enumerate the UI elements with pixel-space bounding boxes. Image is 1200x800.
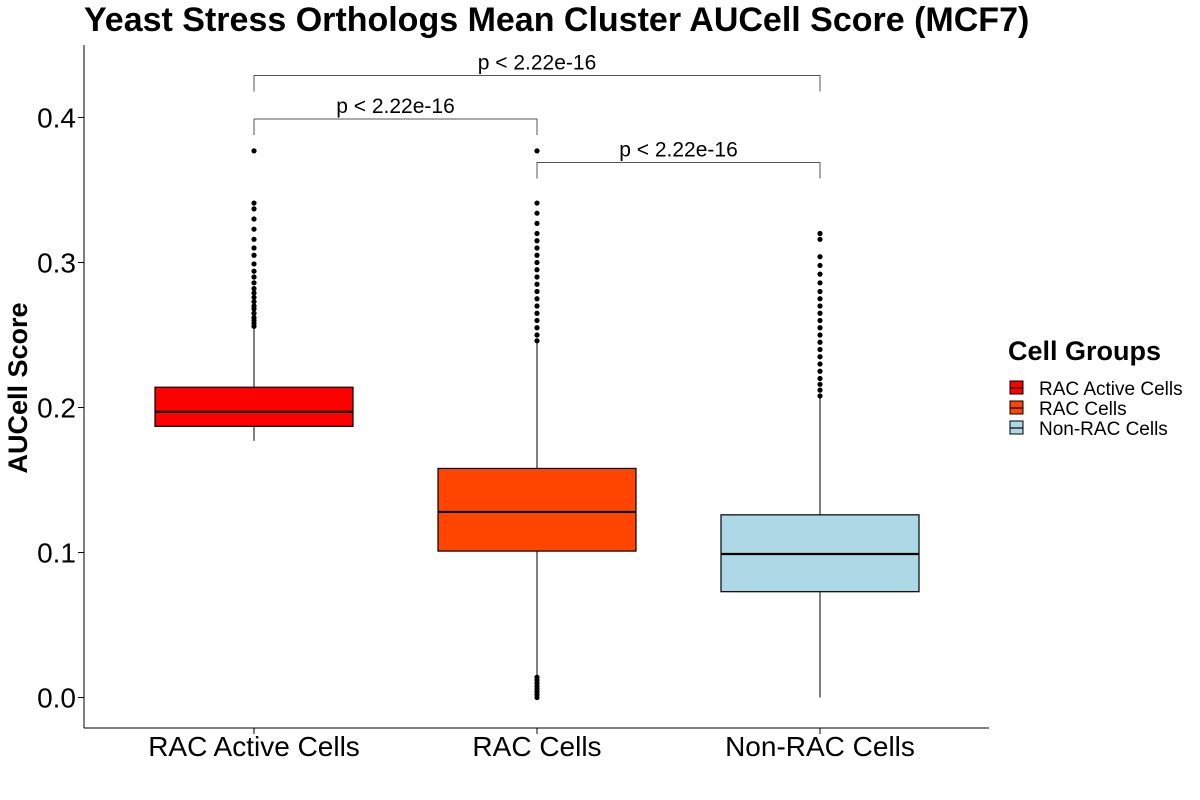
outlier-point	[817, 303, 823, 309]
outlier-point	[251, 252, 257, 258]
outlier-point	[251, 226, 257, 232]
legend-label: RAC Cells	[1039, 399, 1127, 420]
outlier-point	[251, 286, 257, 292]
outlier-point	[534, 259, 540, 266]
x-tick-label: RAC Cells	[472, 731, 601, 762]
outlier-point	[817, 354, 823, 360]
bracket-line	[253, 118, 538, 135]
outlier-point	[251, 294, 257, 300]
x-tick-label: RAC Active Cells	[148, 731, 360, 762]
legend-label: RAC Active Cells	[1039, 379, 1183, 400]
outlier-point	[817, 375, 823, 382]
outlier-point	[817, 332, 823, 338]
outlier-point	[534, 245, 540, 251]
outlier-point	[534, 325, 540, 331]
outlier-point	[251, 148, 257, 154]
bracket-line	[536, 161, 821, 179]
outlier-point	[534, 200, 540, 206]
outlier-point	[817, 346, 823, 353]
outlier-point	[534, 338, 540, 344]
outlier-point	[817, 288, 823, 295]
outlier-point	[817, 236, 823, 242]
interquartile-box	[154, 386, 354, 427]
outlier-point	[817, 325, 823, 331]
outlier-point	[534, 148, 540, 154]
x-tick-label: Non-RAC Cells	[725, 731, 915, 762]
outlier-point	[817, 230, 823, 237]
outlier-point	[251, 268, 257, 274]
outlier-point	[817, 339, 823, 345]
outlier-point	[534, 317, 540, 324]
outlier-point	[534, 274, 540, 280]
outlier-point	[817, 271, 823, 277]
legend-title: Cell Groups	[1008, 336, 1161, 366]
outlier-point	[251, 245, 257, 251]
outlier-point	[251, 200, 257, 206]
y-axis-label: AUCell Score	[3, 302, 33, 473]
outlier-point	[534, 310, 540, 316]
p-value-label: p < 2.22e-16	[478, 51, 597, 74]
comparison-bracket: p < 2.22e-16	[253, 51, 821, 92]
box-rac-cells	[437, 148, 637, 701]
comparison-bracket: p < 2.22e-16	[253, 95, 538, 135]
outlier-point	[251, 310, 257, 316]
outlier-point	[534, 332, 540, 338]
legend-entry: RAC Active Cells	[1009, 379, 1183, 400]
box-non-rac-cells	[720, 230, 920, 698]
y-tick-label: 0.0	[37, 683, 76, 714]
outlier-point	[251, 290, 257, 296]
outlier-point	[251, 236, 257, 242]
outlier-point	[251, 274, 257, 280]
outlier-point	[817, 254, 823, 260]
outlier-point	[817, 280, 823, 286]
outlier-point	[817, 368, 823, 374]
p-value-label: p < 2.22e-16	[619, 138, 738, 161]
outlier-point	[251, 299, 257, 305]
outlier-point	[817, 361, 823, 367]
outlier-point	[534, 296, 540, 302]
outlier-point	[534, 252, 540, 258]
outlier-point	[534, 220, 540, 226]
outlier-point	[817, 296, 823, 302]
comparison-bracket: p < 2.22e-16	[536, 138, 821, 179]
outlier-point	[817, 262, 823, 269]
outlier-point	[817, 381, 823, 387]
outlier-point	[817, 317, 823, 324]
legend-entry: RAC Cells	[1009, 399, 1127, 420]
outlier-point	[534, 230, 540, 237]
outlier-point	[534, 281, 540, 287]
outlier-point	[534, 674, 540, 680]
outlier-point	[817, 393, 823, 399]
bracket-line	[253, 74, 821, 92]
outlier-point	[534, 267, 540, 273]
outlier-point	[251, 261, 257, 267]
p-value-label: p < 2.22e-16	[336, 95, 455, 118]
legend-label: Non-RAC Cells	[1039, 419, 1168, 440]
outlier-point	[534, 303, 540, 309]
outlier-point	[534, 210, 540, 216]
legend-entry: Non-RAC Cells	[1009, 419, 1168, 440]
y-tick-label: 0.3	[37, 248, 76, 279]
outlier-point	[251, 206, 257, 212]
outlier-point	[534, 238, 540, 244]
plot-area: 0.0 0.1 0.2 0.3 0.4 RAC Active Cells RAC Cells…	[37, 45, 989, 762]
outlier-point	[817, 310, 823, 316]
outlier-point	[251, 303, 257, 309]
interquartile-box	[437, 467, 637, 552]
outlier-point	[251, 315, 257, 321]
outlier-point	[251, 216, 257, 222]
y-tick-label: 0.2	[37, 393, 76, 424]
outlier-point	[534, 288, 540, 295]
box-rac-active-cells	[154, 148, 354, 441]
chart-title: Yeast Stress Orthologs Mean Cluster AUCe…	[84, 1, 1029, 39]
y-tick-label: 0.1	[37, 538, 76, 569]
outlier-point	[817, 387, 823, 393]
y-tick-label: 0.4	[37, 103, 76, 134]
outlier-point	[251, 280, 257, 286]
